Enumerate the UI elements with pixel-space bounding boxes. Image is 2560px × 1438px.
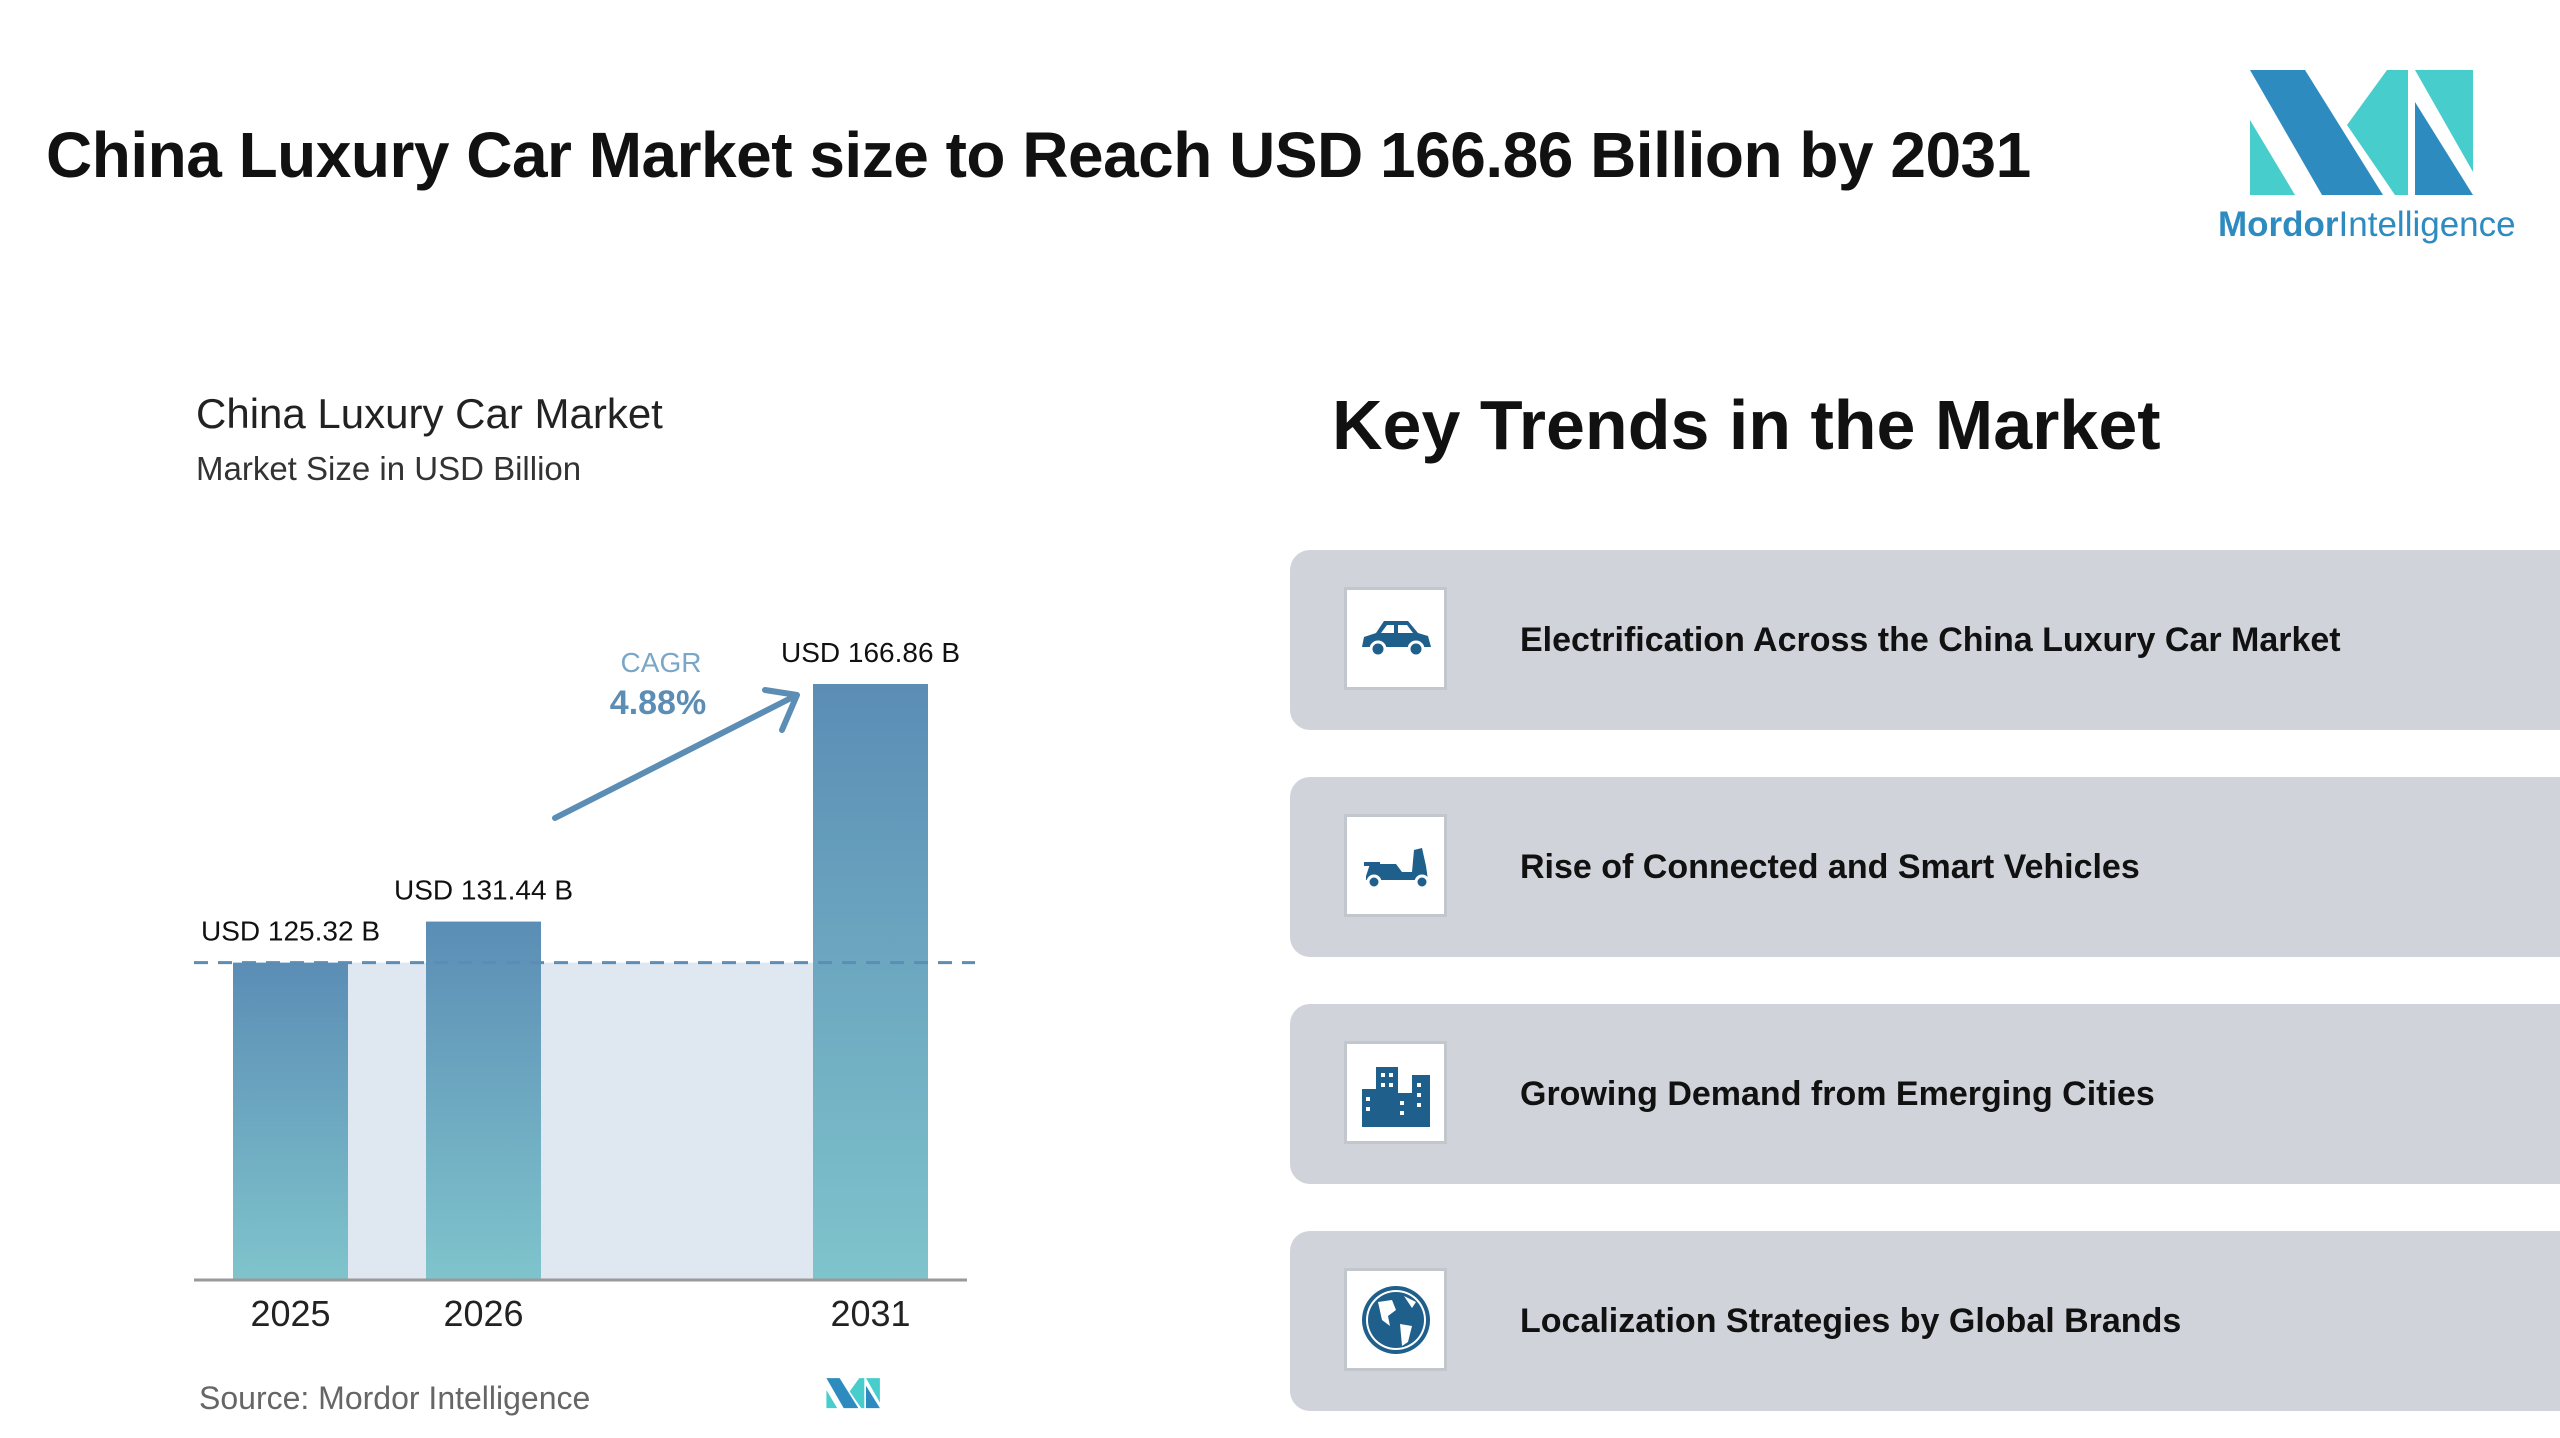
city-buildings-icon (1361, 1066, 1430, 1127)
small-logo-icon (826, 1378, 880, 1409)
mordor-logo-icon (2250, 70, 2473, 195)
bar-2025 (233, 962, 348, 1280)
x-tick-label: 2025 (250, 1293, 330, 1334)
cagr-shade (348, 962, 813, 1280)
data-label: USD 125.32 B (201, 916, 380, 947)
page-title: China Luxury Car Market size to Reach US… (46, 119, 2031, 191)
source-note: Source: Mordor Intelligence (199, 1380, 591, 1416)
cagr-arrow (552, 687, 800, 821)
scooter-icon (1363, 847, 1429, 889)
logo-text: MordorIntelligence (2218, 205, 2516, 244)
chart-subtitle: Market Size in USD Billion (196, 450, 582, 487)
x-tick-label: 2031 (830, 1293, 910, 1334)
trend-label: Localization Strategies by Global Brands (1520, 1301, 2182, 1340)
cagr-value: 4.88% (610, 684, 706, 722)
bar-chart: USD 125.32 B 2025 USD 131.44 B 2026 USD 166.… (194, 637, 975, 1334)
x-tick-label: 2026 (443, 1293, 523, 1334)
bar-2026 (426, 921, 541, 1280)
trend-label: Growing Demand from Emerging Cities (1520, 1074, 2155, 1113)
trend-label: Rise of Connected and Smart Vehicles (1520, 847, 2140, 886)
chart-title: China Luxury Car Market (196, 390, 663, 437)
trends-title: Key Trends in the Market (1332, 386, 2161, 464)
trend-label: Electrification Across the China Luxury … (1520, 620, 2341, 659)
trend-card: Localization Strategies by Global Brands (1290, 1231, 2560, 1411)
trend-card: Growing Demand from Emerging Cities (1290, 1004, 2560, 1184)
data-label: USD 166.86 B (781, 637, 960, 668)
cagr-label: CAGR (621, 647, 702, 678)
car-icon (1361, 620, 1431, 657)
data-label: USD 131.44 B (394, 875, 573, 906)
globe-icon (1361, 1285, 1430, 1354)
bar-2031 (813, 684, 928, 1280)
trend-card: Electrification Across the China Luxury … (1290, 550, 2560, 730)
trend-card: Rise of Connected and Smart Vehicles (1290, 777, 2560, 957)
